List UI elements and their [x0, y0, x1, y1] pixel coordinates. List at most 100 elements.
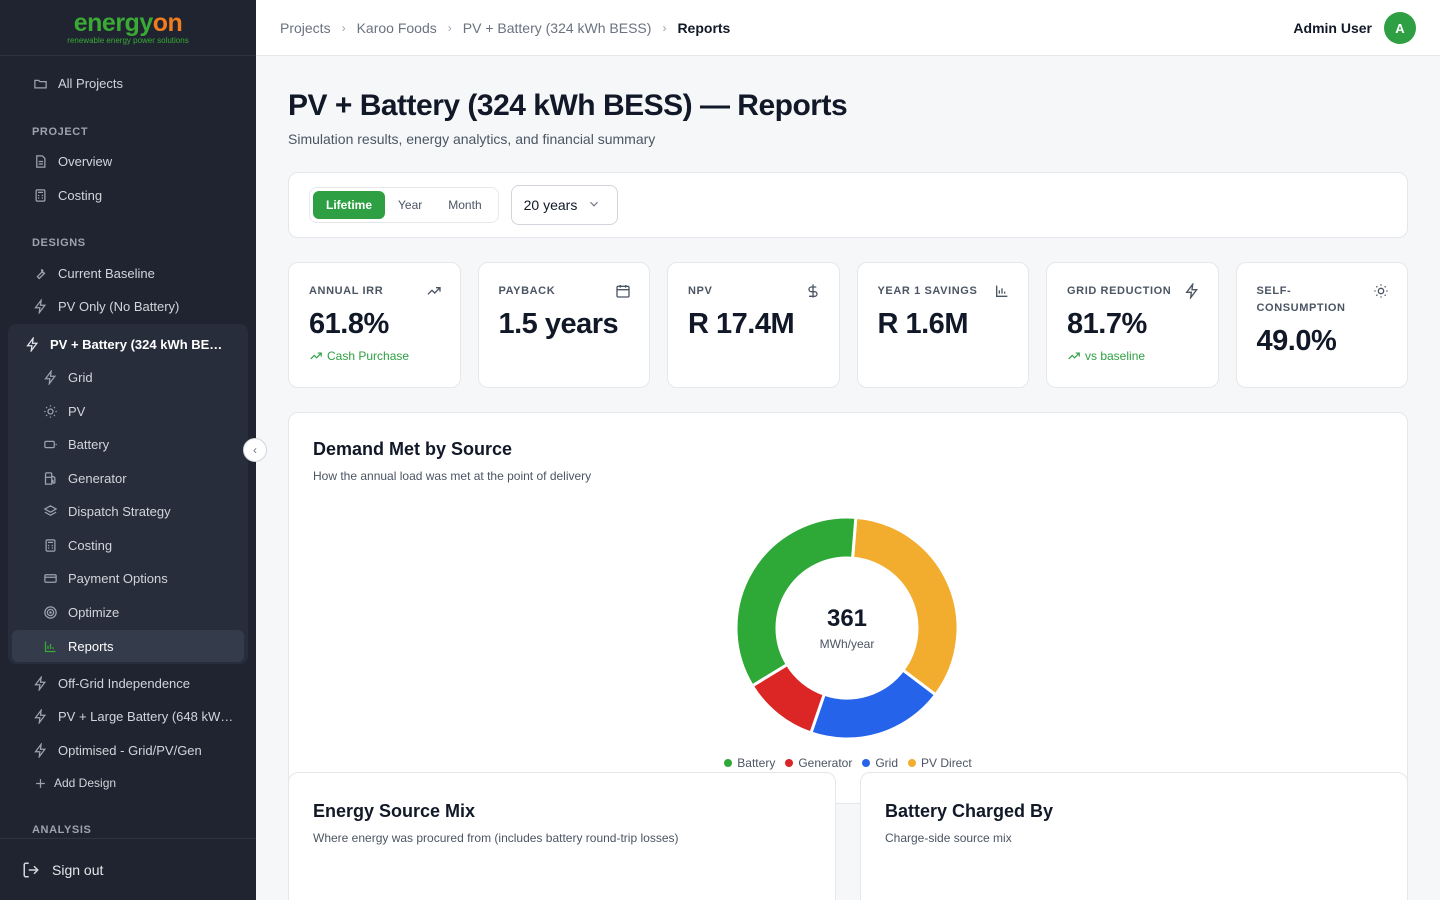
page-title: PV + Battery (324 kWh BESS) — Reports	[288, 89, 848, 122]
kpi-card-grid-reduction: Grid Reduction 81.7% vs baseline	[1046, 262, 1219, 388]
nav-optimised[interactable]: Optimised - Grid/PV/Gen	[20, 734, 236, 766]
sign-out-label: Sign out	[52, 861, 104, 878]
legend-item-grid[interactable]: Grid	[862, 756, 898, 770]
nav-generator-label: Generator	[68, 470, 127, 486]
nav-overview[interactable]: Overview	[20, 145, 236, 177]
kpi-value: 61.8%	[309, 308, 389, 340]
sign-out-button[interactable]: Sign out	[0, 838, 256, 900]
kpi-card-irr: Annual IRR 61.8% Cash Purchase	[288, 262, 461, 388]
kpi-label: Year 1 Savings	[877, 285, 978, 297]
page-subtitle: Simulation results, energy analytics, an…	[288, 131, 656, 147]
donut-svg	[734, 515, 960, 741]
nav-current-baseline-label: Current Baseline	[58, 265, 155, 281]
battery-charged-card: Battery Charged By Charge-side source mi…	[860, 772, 1408, 900]
section-designs: DESIGNS	[32, 237, 86, 249]
breadcrumb: Projects › Karoo Foods › PV + Battery (3…	[280, 20, 730, 36]
file-icon	[32, 153, 48, 169]
energy-mix-subtitle: Where energy was procured from (includes…	[313, 831, 679, 845]
nav-project-costing[interactable]: Costing	[20, 179, 236, 211]
battery-icon	[42, 436, 58, 452]
chevron-down-icon	[587, 197, 601, 214]
main-content: PV + Battery (324 kWh BESS) — Reports Si…	[288, 56, 1408, 804]
nav-battery-label: Battery	[68, 436, 110, 452]
period-toggle: Lifetime Year Month	[309, 187, 499, 223]
nav-off-grid[interactable]: Off-Grid Independence	[20, 667, 236, 699]
legend-item-battery[interactable]: Battery	[724, 756, 775, 770]
nav-optimised-label: Optimised - Grid/PV/Gen	[58, 742, 202, 758]
nav-design-costing[interactable]: Costing	[12, 529, 244, 561]
nav-pv-large-battery[interactable]: PV + Large Battery (648 kW…	[20, 700, 236, 732]
bolt-icon	[1184, 281, 1200, 301]
kpi-value: 49.0%	[1256, 325, 1337, 357]
top-bar: Projects › Karoo Foods › PV + Battery (3…	[256, 0, 1440, 56]
bottom-cards: Energy Source Mix Where energy was procu…	[288, 772, 1408, 900]
breadcrumb-design[interactable]: PV + Battery (324 kWh BESS)	[462, 19, 652, 36]
kpi-label: Annual IRR	[309, 285, 384, 297]
energy-mix-title: Energy Source Mix	[313, 801, 476, 821]
nav-grid[interactable]: Grid	[12, 361, 244, 393]
energy-mix-card: Energy Source Mix Where energy was procu…	[288, 772, 836, 900]
legend-item-pv-direct[interactable]: PV Direct	[908, 756, 972, 770]
chevron-right-icon: ›	[341, 20, 346, 35]
avatar[interactable]: A	[1384, 12, 1416, 44]
calculator-icon	[32, 187, 48, 203]
calculator-icon	[42, 537, 58, 553]
kpi-value: 81.7%	[1067, 308, 1147, 340]
bar-chart-icon	[994, 283, 1010, 299]
kpi-label: NPV	[688, 285, 713, 297]
add-design-button[interactable]: Add Design	[20, 767, 236, 799]
nav-active-design[interactable]: PV + Battery (324 kWh BE…	[20, 328, 236, 360]
legend-label: Battery	[737, 756, 776, 770]
breadcrumb-current: Reports	[677, 19, 731, 36]
fuel-icon	[42, 470, 58, 486]
nav-dispatch-strategy[interactable]: Dispatch Strategy	[12, 495, 244, 527]
collapse-sidebar-button[interactable]: ‹	[243, 438, 267, 462]
chart-legend: Battery Generator Grid PV Direct	[289, 756, 1407, 770]
user-menu[interactable]: Admin User A	[1293, 12, 1416, 44]
donut-unit: MWh/year	[819, 637, 875, 651]
period-select-value: 20 years	[523, 197, 578, 213]
target-icon	[42, 604, 58, 620]
nav-pv-only[interactable]: PV Only (No Battery)	[20, 290, 236, 322]
bolt-icon	[32, 708, 48, 724]
tab-lifetime[interactable]: Lifetime	[313, 191, 386, 219]
nav-project-costing-label: Costing	[58, 187, 103, 203]
period-select[interactable]: 20 years	[510, 185, 618, 225]
nav-payment-options-label: Payment Options	[68, 570, 168, 586]
kpi-note: Cash Purchase	[309, 349, 440, 363]
donut-chart: 361 MWh/year	[734, 515, 960, 741]
legend-item-generator[interactable]: Generator	[785, 756, 852, 770]
nav-generator[interactable]: Generator	[12, 462, 244, 494]
chevron-left-icon: ‹	[253, 443, 257, 457]
tab-year[interactable]: Year	[398, 198, 423, 212]
nav-pv[interactable]: PV	[12, 395, 244, 427]
nav-overview-label: Overview	[58, 153, 113, 169]
breadcrumb-project[interactable]: Karoo Foods	[356, 19, 437, 36]
bolt-icon	[24, 336, 40, 352]
nav-payment-options[interactable]: Payment Options	[12, 562, 244, 594]
kpi-note-text: vs baseline	[1085, 349, 1146, 363]
plus-icon	[32, 775, 48, 791]
nav-active-design-label: PV + Battery (324 kWh BE…	[50, 336, 223, 352]
nav-grid-label: Grid	[68, 369, 93, 385]
donut-slice-pv-direct[interactable]	[850, 515, 960, 697]
trending-up-icon	[426, 283, 442, 299]
breadcrumb-projects[interactable]: Projects	[280, 19, 331, 36]
nav-all-projects[interactable]: All Projects	[20, 67, 236, 99]
section-analysis: ANALYSIS	[32, 824, 92, 836]
nav-reports[interactable]: Reports	[12, 630, 244, 662]
nav-battery[interactable]: Battery	[12, 428, 244, 460]
bolt-icon	[32, 675, 48, 691]
brand-logo[interactable]: energyon renewable energy power solution…	[0, 0, 256, 56]
nav-current-baseline[interactable]: Current Baseline	[20, 257, 236, 289]
kpi-card-savings: Year 1 Savings R 1.6M	[856, 262, 1029, 388]
nav-pv-large-battery-label: PV + Large Battery (648 kW…	[58, 708, 234, 724]
tab-month[interactable]: Month	[448, 198, 482, 212]
section-project: PROJECT	[32, 126, 89, 138]
sun-icon	[42, 403, 58, 419]
donut-slice-battery[interactable]	[734, 515, 858, 688]
nav-optimize[interactable]: Optimize	[12, 596, 244, 628]
kpi-label: Payback	[498, 285, 556, 297]
kpi-note-text: Cash Purchase	[327, 349, 410, 363]
demand-chart-title: Demand Met by Source	[313, 439, 513, 459]
